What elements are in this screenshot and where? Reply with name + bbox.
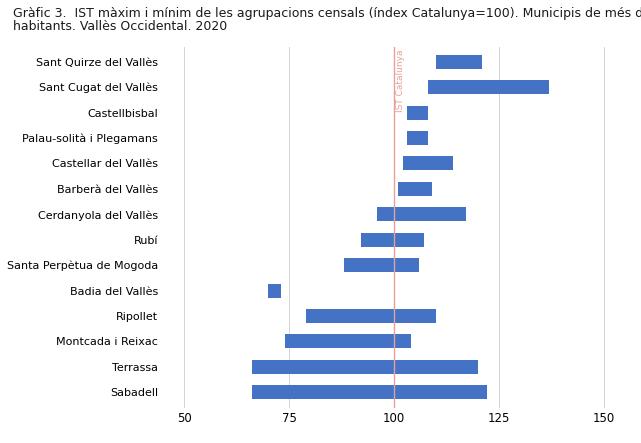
Bar <box>428 80 549 94</box>
Text: Gràfic 3.  IST màxim i mínim de les agrupacions censals (índex Catalunya=100). M: Gràfic 3. IST màxim i mínim de les agrup… <box>13 7 641 19</box>
Bar <box>378 207 465 222</box>
Bar <box>407 131 428 145</box>
Text: habitants. Vallès Occidental. 2020: habitants. Vallès Occidental. 2020 <box>13 20 227 33</box>
Text: IST Catalunya: IST Catalunya <box>396 49 405 112</box>
Bar <box>344 258 419 272</box>
Bar <box>399 182 432 196</box>
Bar <box>251 360 478 374</box>
Bar <box>251 385 487 399</box>
Bar <box>285 334 411 349</box>
Bar <box>361 233 424 247</box>
Bar <box>269 284 281 298</box>
Bar <box>306 309 436 323</box>
Bar <box>407 105 428 120</box>
Bar <box>436 55 482 69</box>
Bar <box>403 156 453 171</box>
